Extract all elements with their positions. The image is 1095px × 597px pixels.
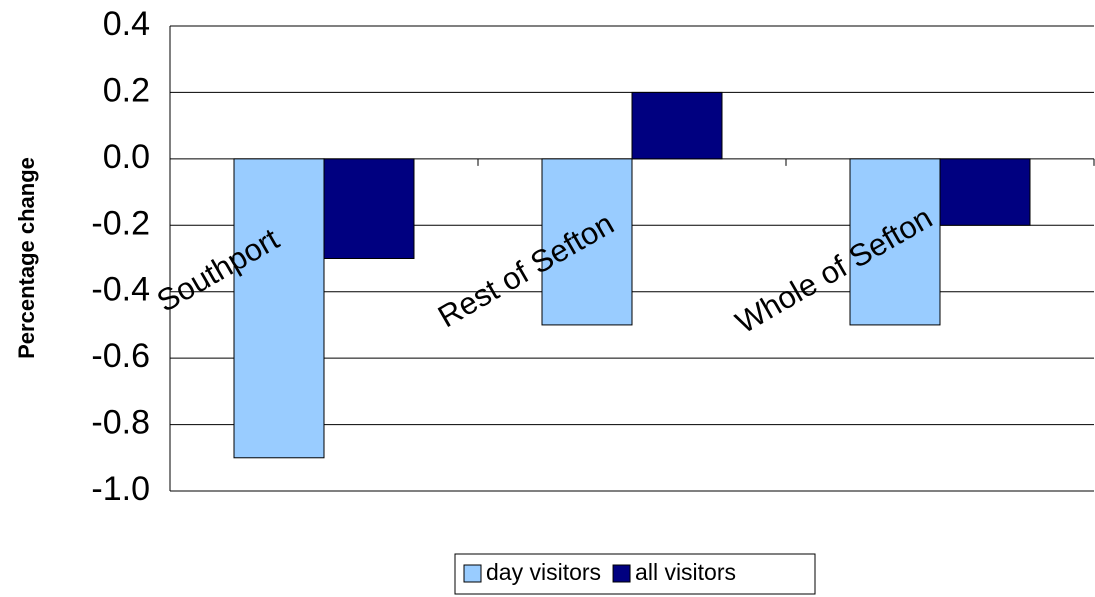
y-tick-label: -0.2 [91, 204, 150, 242]
legend-label: day visitors [486, 559, 601, 585]
legend-swatch [463, 564, 482, 583]
y-tick-label: -1.0 [91, 470, 150, 508]
bar [323, 158, 415, 260]
legend-box [454, 553, 816, 595]
y-tick-label: 0.2 [103, 71, 150, 109]
y-axis-title: Percentage change [14, 157, 39, 359]
y-tick-label: 0.0 [103, 138, 150, 176]
bar [233, 158, 325, 459]
y-tick-label: -0.6 [91, 337, 150, 375]
bar [939, 158, 1031, 226]
bar [849, 158, 941, 326]
legend-label: all visitors [635, 559, 736, 585]
y-tick-label: -0.4 [91, 271, 150, 309]
bar [541, 158, 633, 326]
y-tick-label: -0.8 [91, 404, 150, 442]
legend-swatch [612, 564, 631, 583]
bar [631, 91, 723, 160]
y-tick-label: 0.4 [103, 5, 150, 43]
